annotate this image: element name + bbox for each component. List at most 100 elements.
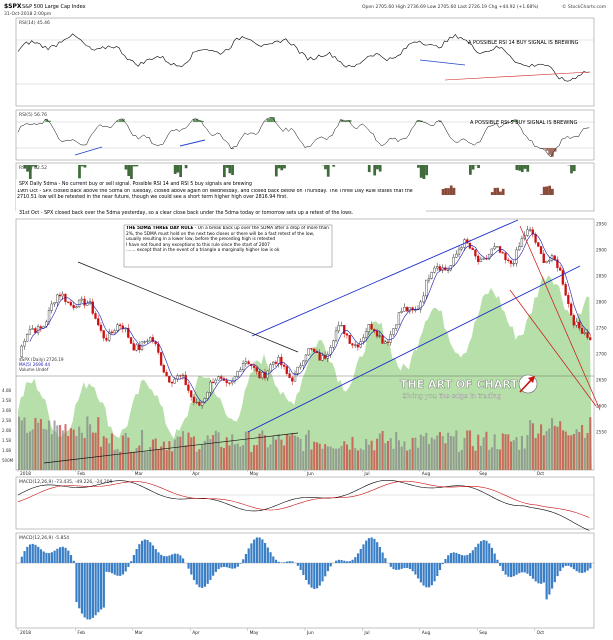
candle-body	[148, 337, 152, 342]
candle-body	[220, 376, 223, 379]
volume-bar	[490, 447, 493, 470]
volume-bar	[578, 432, 581, 470]
candle-body	[553, 255, 556, 260]
volume-bar	[340, 445, 343, 470]
rsi2-high-fill	[34, 165, 38, 168]
candle-body	[408, 307, 411, 312]
histogram-bar	[42, 551, 45, 563]
candle-body	[127, 327, 130, 338]
volume-bar	[130, 451, 133, 470]
histogram-bar	[75, 563, 78, 603]
volume-bar	[217, 432, 220, 470]
histogram-bar	[365, 540, 368, 563]
histogram-bar	[64, 547, 67, 563]
candle-body	[299, 365, 302, 368]
histogram-bar	[157, 552, 160, 563]
rsi2-high-fill	[417, 165, 420, 168]
volume-bar	[162, 441, 165, 470]
histogram-bar	[45, 552, 48, 563]
rsi2-high-fill	[127, 165, 131, 177]
volume-bar	[433, 439, 436, 470]
volume-bar	[258, 433, 261, 470]
note-line-3: 31st Oct - SPX closed back over the 5dma…	[19, 210, 353, 216]
histogram-bar	[116, 563, 119, 576]
volume-bar	[69, 428, 72, 470]
rsi5-overbought-fill	[198, 120, 202, 122]
histogram-bar	[469, 553, 472, 563]
histogram-bar	[359, 548, 362, 563]
histogram-bar	[477, 543, 480, 563]
histogram-bar	[449, 553, 453, 563]
histogram-bar	[261, 539, 264, 563]
candle-body	[255, 367, 258, 372]
rsi2-high-fill	[373, 165, 377, 176]
candle-body	[56, 294, 59, 303]
candle-body	[471, 248, 474, 251]
histogram-bar	[258, 537, 261, 563]
candle-body	[280, 356, 283, 366]
candle-body	[116, 324, 119, 331]
volume-bar	[149, 447, 152, 470]
volume-bar	[277, 434, 280, 470]
candle-body	[217, 376, 220, 381]
volume-bar	[493, 434, 496, 470]
histogram-bar	[548, 563, 551, 595]
rsi2-high-fill	[179, 165, 182, 178]
candle-body	[195, 401, 198, 404]
histogram-bar	[195, 563, 198, 585]
rsi5-oversold-fill	[231, 148, 234, 149]
histogram-bar	[564, 563, 567, 566]
volume-bar	[436, 435, 439, 470]
volume-bar	[157, 449, 160, 470]
candle-body	[296, 366, 299, 374]
histogram-bar	[474, 546, 477, 563]
volume-bar	[348, 449, 351, 470]
candle-body	[539, 246, 543, 254]
rsi2-low-fill	[548, 185, 551, 195]
rsi2-high-fill	[277, 165, 281, 169]
histogram-bar	[192, 563, 196, 581]
histogram-bar	[110, 563, 114, 574]
candle-body	[496, 246, 499, 248]
histogram-bar	[373, 538, 376, 563]
rsi5-oversold-fill	[545, 148, 549, 151]
volume-bar	[529, 420, 532, 470]
histogram-bar	[165, 556, 168, 563]
histogram-bar	[266, 547, 269, 563]
volume-bar	[408, 449, 411, 470]
candle-body	[313, 348, 316, 352]
volume-bar	[414, 437, 417, 470]
histogram-bar	[419, 563, 422, 583]
candle-body	[261, 372, 264, 379]
volume-bar	[261, 430, 264, 470]
volume-bar	[192, 436, 195, 470]
volume-bar	[231, 434, 234, 470]
histogram-bar	[190, 563, 193, 575]
histogram-bar	[315, 563, 319, 589]
candle-body	[490, 248, 493, 255]
candle-body	[345, 333, 349, 336]
volume-bar	[520, 435, 523, 470]
histogram-bar	[447, 555, 450, 563]
candle-body	[446, 269, 450, 271]
histogram-bar	[460, 555, 463, 563]
candle-body	[23, 341, 26, 347]
histogram-bar	[105, 563, 108, 572]
candle-body	[542, 253, 545, 263]
histogram-bar	[302, 563, 305, 575]
rsi2-high-fill	[176, 165, 180, 173]
candle-body	[318, 352, 321, 361]
histogram-bar	[121, 563, 125, 575]
rsi14-panel: RSI(14) 45.46 A POSSIBLE RSI 14 BUY SIGN…	[15, 17, 595, 107]
candle-body	[362, 337, 365, 342]
volume-bar	[302, 451, 305, 470]
candle-body	[209, 381, 212, 393]
volume-bar	[105, 438, 108, 470]
volume-bar	[247, 431, 250, 470]
volume-bar	[469, 430, 472, 470]
volume-bar	[534, 437, 537, 470]
candle-body	[528, 229, 532, 231]
histogram-bar	[48, 553, 51, 563]
candle-body	[436, 266, 439, 269]
volume-bar	[80, 432, 83, 470]
